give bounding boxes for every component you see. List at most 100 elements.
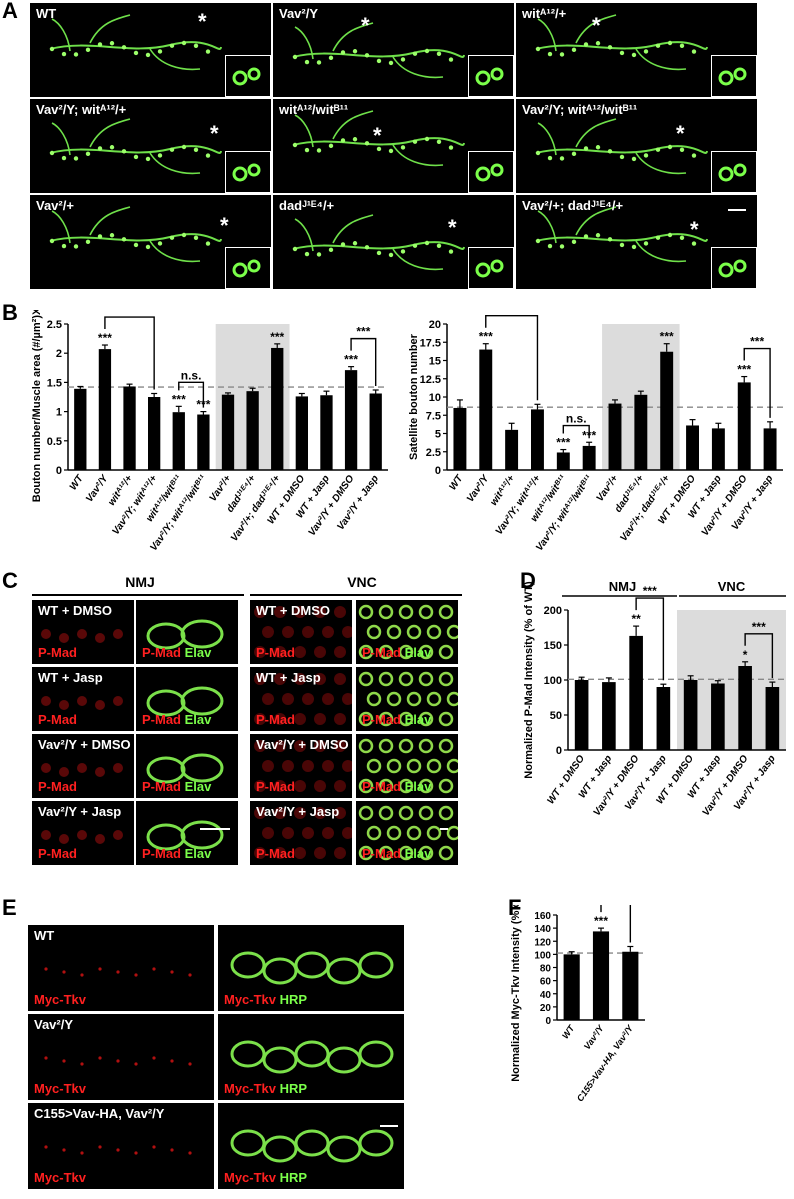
asterisk-marker: * [676, 121, 685, 146]
channel-label: Myc-Tkv HRP [224, 1170, 307, 1185]
bouton [619, 50, 625, 56]
bouton [595, 233, 601, 238]
condition-label: Vav²/Y + DMSO [38, 737, 131, 752]
bouton [121, 149, 127, 154]
nucleus [334, 713, 346, 725]
bouton [607, 149, 613, 154]
genotype-label: Vav²/+; dadᴶ¹ᴱ⁴/+ [522, 198, 624, 213]
bouton [559, 156, 565, 161]
bouton [109, 41, 115, 46]
puncta [116, 1148, 120, 1152]
inset-image [475, 259, 504, 278]
category-label: WT [560, 1022, 577, 1040]
nucleus [342, 760, 352, 772]
bar [608, 403, 622, 470]
micrograph-tile: Vav²/Y + DMSO P-Mad [32, 734, 134, 798]
nucleus [314, 713, 326, 725]
nucleus [446, 691, 458, 707]
nucleus [282, 626, 294, 638]
channel-red-label: P-Mad [256, 712, 295, 727]
channel-red-label: P-Mad [362, 846, 401, 861]
nucleus [366, 624, 382, 640]
bouton [340, 50, 346, 55]
nucleus [358, 805, 374, 821]
micrograph-tile: Myc-Tkv HRP [218, 925, 404, 1011]
channel-green-label: Elav [404, 712, 432, 727]
channel-red-label: Myc-Tkv [34, 1170, 87, 1185]
bouton [49, 46, 55, 52]
bouton [412, 51, 418, 56]
cell-image [254, 673, 352, 725]
bar [765, 687, 780, 750]
neuron-branch [49, 145, 222, 154]
bouton [436, 139, 442, 144]
puncta [188, 973, 192, 977]
channel-red-label: P-Mad [38, 712, 77, 727]
puncta [170, 1059, 174, 1063]
channel-red-label: Myc-Tkv [34, 992, 87, 1007]
nucleus [254, 673, 266, 685]
nucleus [378, 845, 394, 861]
bar [197, 414, 210, 470]
bouton [691, 153, 697, 158]
y-tick-label: 20 [429, 319, 441, 331]
bouton [547, 243, 553, 249]
bouton [718, 166, 734, 182]
nucleus [254, 780, 266, 792]
channel-label: P-Mad Elav [362, 846, 431, 861]
bouton [364, 245, 370, 250]
c-header-vnc: VNC [347, 574, 377, 590]
bar [74, 388, 87, 470]
inset-zoom [468, 151, 514, 193]
bouton [121, 237, 127, 242]
neuron-branch [294, 214, 444, 271]
bouton [535, 238, 541, 244]
nucleus [378, 778, 394, 794]
bouton [304, 147, 310, 153]
inset-zoom [225, 55, 271, 97]
nucleus [386, 691, 402, 707]
bouton [490, 163, 504, 177]
bar [531, 409, 544, 470]
bouton [109, 145, 115, 150]
channel-label: P-Mad Elav [142, 712, 211, 727]
bouton [292, 142, 298, 148]
group-label-vnc: VNC [718, 580, 746, 594]
y-tick-label: 160 [534, 911, 551, 922]
bouton [230, 1040, 266, 1068]
nucleus [398, 644, 414, 660]
nucleus [386, 624, 402, 640]
genotype-label: Vav²/Y [279, 6, 319, 21]
significance-label: * [743, 648, 748, 662]
c-header-nmj-line [32, 594, 244, 596]
bouton [49, 238, 55, 244]
cell-image [41, 696, 123, 710]
channel-red-label: Myc-Tkv [224, 992, 277, 1007]
inset-image [718, 67, 747, 86]
nucleus [254, 713, 266, 725]
nucleus [358, 778, 374, 794]
nucleus [418, 604, 434, 620]
bouton [535, 150, 541, 156]
nucleus [438, 845, 454, 861]
category-label: Vav²/+ [595, 473, 621, 503]
channel-label: P-Mad Elav [142, 779, 211, 794]
micrograph-tile: P-Mad Elav [136, 667, 238, 731]
nucleus [77, 696, 87, 706]
inset-image [232, 259, 261, 278]
channel-red-label: P-Mad [256, 846, 295, 861]
channel-red-label: P-Mad [142, 712, 181, 727]
bouton [607, 45, 613, 50]
micrograph-tile: P-Mad Elav [356, 734, 458, 798]
bouton [400, 145, 406, 150]
bouton [352, 241, 358, 246]
y-tick-label: 1 [56, 407, 62, 419]
neuron-image [535, 206, 708, 263]
significance-label: *** [344, 353, 358, 367]
puncta [62, 970, 66, 974]
bar [123, 386, 136, 470]
nucleus [358, 644, 374, 660]
channel-label: P-Mad [256, 779, 295, 794]
neuron-image [292, 22, 465, 79]
nucleus [426, 825, 442, 841]
